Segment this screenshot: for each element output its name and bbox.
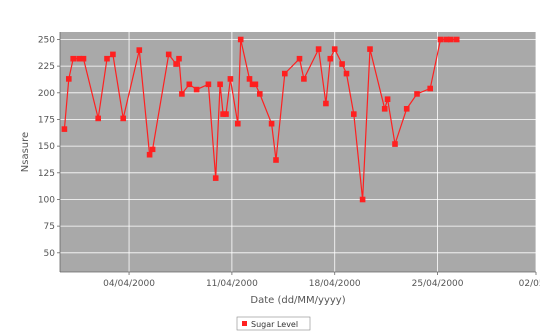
data-point bbox=[237, 36, 244, 43]
data-point bbox=[437, 36, 444, 43]
data-point bbox=[351, 111, 357, 117]
data-point bbox=[61, 126, 68, 132]
data-point bbox=[149, 146, 156, 153]
y-tick-label: 175 bbox=[38, 115, 55, 125]
legend-label: Sugar Level bbox=[251, 320, 298, 329]
data-point bbox=[252, 81, 259, 88]
legend-swatch bbox=[242, 321, 247, 326]
data-point bbox=[443, 36, 450, 43]
x-tick-label: 02/05/2 bbox=[519, 279, 540, 289]
data-point bbox=[453, 36, 460, 43]
data-point bbox=[296, 55, 303, 62]
data-point bbox=[173, 61, 179, 67]
data-point bbox=[343, 70, 350, 77]
x-axis-title: Date (dd/MM/yyyy) bbox=[250, 295, 345, 306]
y-tick-label: 100 bbox=[38, 195, 55, 205]
y-tick-label: 200 bbox=[38, 89, 55, 99]
data-point bbox=[403, 106, 410, 112]
data-point bbox=[331, 46, 338, 52]
data-point bbox=[246, 76, 253, 82]
data-point bbox=[136, 47, 143, 53]
data-point bbox=[193, 86, 200, 93]
data-point bbox=[392, 141, 398, 147]
data-point bbox=[205, 81, 212, 88]
x-tick-label: 04/04/2000 bbox=[103, 279, 155, 289]
grid-lines bbox=[57, 32, 537, 275]
data-point bbox=[273, 157, 279, 163]
data-point bbox=[327, 55, 334, 62]
plot-background bbox=[60, 32, 536, 272]
data-point bbox=[323, 100, 329, 107]
tick-labels: 50 75 100 125 150 175 200 225 250 04/04/2000 11/04… bbox=[38, 32, 540, 289]
data-point bbox=[427, 85, 433, 92]
data-point bbox=[257, 91, 263, 97]
legend-box bbox=[236, 316, 311, 331]
data-point bbox=[80, 55, 87, 62]
data-point bbox=[268, 120, 275, 127]
y-tick-label: 250 bbox=[38, 35, 55, 45]
data-point bbox=[448, 36, 454, 43]
data-point bbox=[359, 196, 366, 203]
y-tick-label: 150 bbox=[38, 142, 55, 152]
data-point bbox=[217, 81, 223, 88]
data-point bbox=[76, 55, 82, 62]
x-tick-label: 25/04/2000 bbox=[412, 279, 464, 289]
data-point bbox=[110, 51, 116, 58]
data-point bbox=[384, 96, 391, 102]
data-point bbox=[249, 81, 256, 88]
data-point bbox=[301, 76, 307, 82]
data-point bbox=[339, 61, 345, 67]
y-tick-label: 125 bbox=[38, 169, 55, 179]
data-point bbox=[146, 151, 153, 158]
data-point bbox=[367, 46, 373, 52]
data-point bbox=[212, 175, 219, 181]
data-point bbox=[176, 55, 182, 62]
data-point bbox=[235, 120, 241, 127]
data-point bbox=[227, 76, 234, 82]
data-point bbox=[70, 55, 76, 62]
series-sugar-level bbox=[61, 36, 460, 203]
x-tick-label: 11/04/2000 bbox=[206, 279, 258, 289]
data-point bbox=[186, 81, 193, 88]
data-point bbox=[282, 70, 288, 77]
data-point bbox=[120, 115, 126, 122]
data-point bbox=[179, 91, 185, 97]
data-point bbox=[414, 91, 420, 97]
data-point bbox=[223, 111, 229, 117]
x-tick-label: 18/04/2000 bbox=[309, 279, 361, 289]
data-point bbox=[104, 55, 110, 62]
data-point bbox=[220, 111, 226, 117]
legend: Sugar Level bbox=[236, 316, 311, 331]
data-point bbox=[381, 106, 388, 112]
data-point bbox=[95, 115, 101, 122]
y-tick-label: 75 bbox=[44, 222, 55, 232]
data-point bbox=[165, 51, 172, 58]
data-point bbox=[315, 46, 322, 52]
y-axis-title: Nsasure bbox=[20, 132, 31, 172]
y-tick-label: 50 bbox=[44, 249, 56, 259]
y-tick-label: 225 bbox=[38, 62, 55, 72]
data-point bbox=[66, 76, 72, 82]
